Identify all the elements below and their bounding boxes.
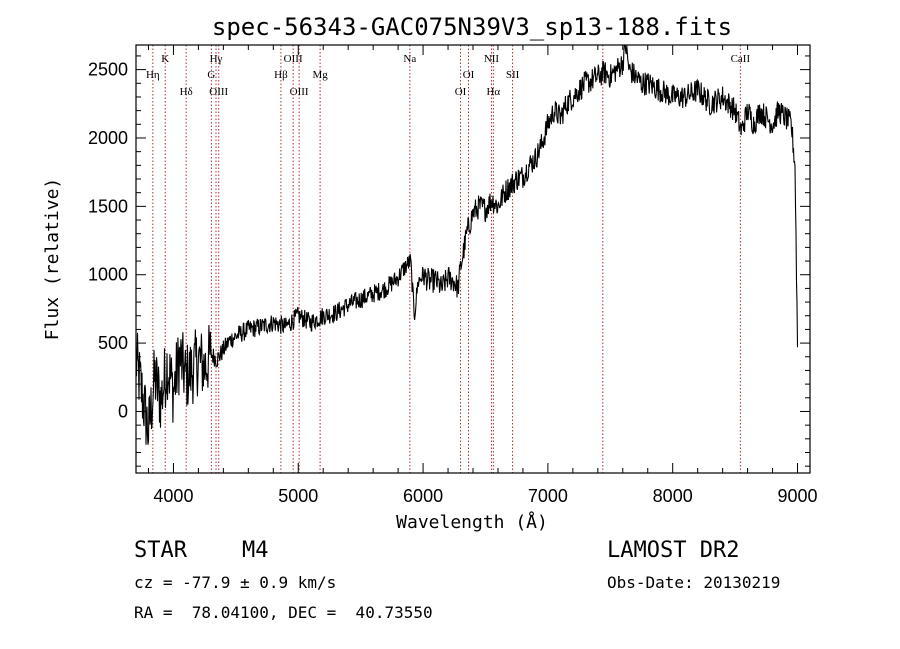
line-label: Na <box>403 53 416 65</box>
x-tick-label: 6000 <box>403 486 443 506</box>
y-tick-label: 1000 <box>88 265 128 285</box>
line-label: Mg <box>312 69 328 81</box>
y-axis-ticks: 0 500 1000 1500 2000 2500 <box>88 55 810 467</box>
object-subclass: M4 <box>242 538 269 563</box>
x-tick-label: 4000 <box>153 486 193 506</box>
x-tick-label: 7000 <box>528 486 568 506</box>
spectral-line-markers <box>152 45 741 473</box>
redshift-velocity: cz = -77.9 ± 0.9 km/s <box>134 573 337 592</box>
y-tick-label: 500 <box>98 333 128 353</box>
chart-title: spec-56343-GAC075N39V3_sp13-188.fits <box>212 13 732 41</box>
line-label: OI <box>463 69 475 81</box>
line-label: OIII <box>209 86 228 98</box>
x-axis-ticks: 4000 5000 6000 7000 8000 9000 <box>147 45 818 506</box>
line-label: NII <box>484 53 500 65</box>
line-label: Hη <box>146 69 160 81</box>
line-label: OI <box>455 86 467 98</box>
line-label: K <box>161 53 169 65</box>
x-tick-label: 8000 <box>653 486 693 506</box>
y-tick-label: 2000 <box>88 128 128 148</box>
ra-dec-coordinates: RA = 78.04100, DEC = 40.73550 <box>134 603 433 622</box>
observation-date: Obs-Date: 20130219 <box>607 573 781 592</box>
y-tick-label: 1500 <box>88 196 128 216</box>
object-class: STAR <box>134 538 187 563</box>
line-label: Hα <box>486 86 500 98</box>
y-tick-label: 0 <box>118 401 128 421</box>
line-label: Hδ <box>180 86 193 98</box>
spectrum-series <box>135 45 799 445</box>
line-label: OIII <box>284 53 303 65</box>
x-axis-label: Wavelength (Å) <box>396 511 548 533</box>
line-label: CaII <box>731 53 751 65</box>
line-label: SII <box>506 69 520 81</box>
x-tick-label: 5000 <box>278 486 318 506</box>
line-label: OIII <box>290 86 309 98</box>
line-label: Hβ <box>274 69 288 81</box>
y-axis-label: Flux (relative) <box>42 178 63 341</box>
survey-name: LAMOST DR2 <box>607 538 740 563</box>
x-tick-label: 9000 <box>777 486 817 506</box>
spectral-line-labels: HηKHδGHγOIIIHβOIIIOIIIMgNaOIOINIIHαSIICa… <box>146 53 750 98</box>
line-label: Hγ <box>210 53 223 65</box>
y-tick-label: 2500 <box>88 60 128 80</box>
line-label: G <box>207 69 215 81</box>
